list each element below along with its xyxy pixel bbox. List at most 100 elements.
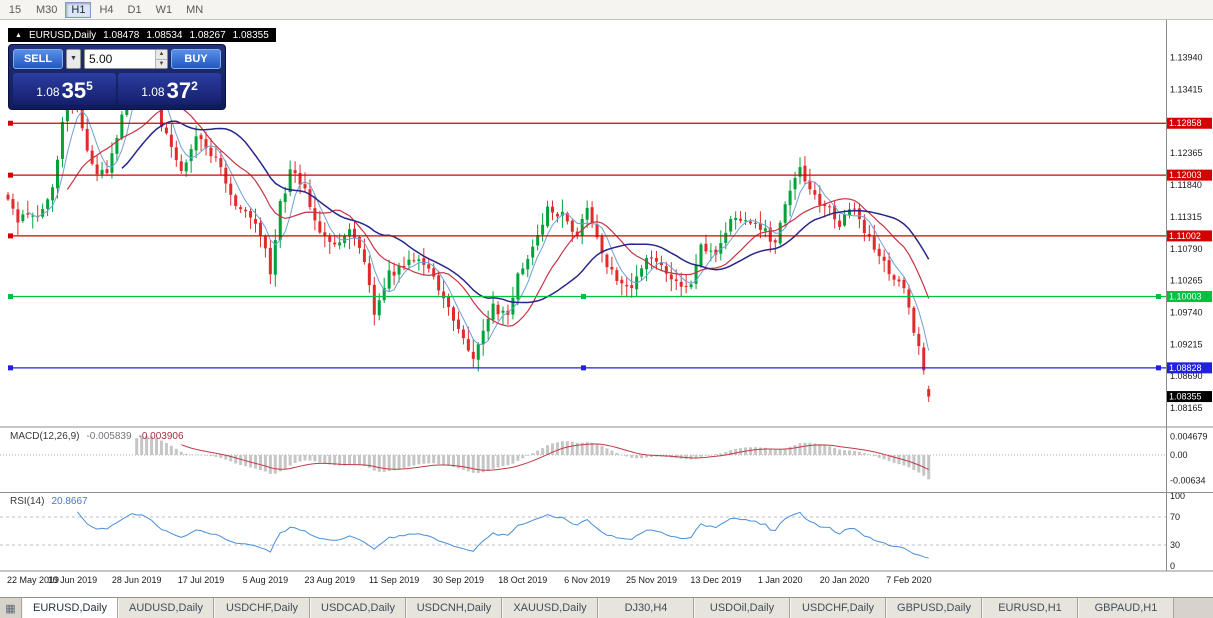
timeframe-button-mn[interactable]: MN <box>180 1 210 18</box>
timeframe-button-h1[interactable]: H1 <box>65 1 92 18</box>
sell-price-big: 35 <box>61 78 87 103</box>
panel-separators <box>0 20 1213 572</box>
volume-increase-button[interactable]: ▲ <box>156 50 167 60</box>
buy-price-big: 37 <box>166 78 192 103</box>
sell-price-sup: 5 <box>86 79 93 93</box>
svg-text:1.08165: 1.08165 <box>1170 403 1203 413</box>
timeframe-button-h4[interactable]: H4 <box>93 1 120 18</box>
svg-text:1.11840: 1.11840 <box>1170 180 1202 190</box>
svg-text:28 Jun 2019: 28 Jun 2019 <box>112 575 162 585</box>
sell-price-display[interactable]: 1.08 35 5 <box>13 73 116 105</box>
rsi-indicator-label: RSI(14) 20.8667 <box>10 496 88 507</box>
ohlc-low: 1.08267 <box>189 29 226 41</box>
ohlc-high: 1.08534 <box>146 29 183 41</box>
ohlc-close: 1.08355 <box>232 29 269 41</box>
svg-text:1.09740: 1.09740 <box>1170 307 1203 317</box>
charts-list-icon[interactable]: ▦ <box>0 598 22 618</box>
macd-panel: 0.004679 0.00 -0.00634 <box>0 431 1208 485</box>
chart-window[interactable]: 1.139401.134151.128901.123651.118401.113… <box>0 20 1213 597</box>
rsi-value: 20.8667 <box>51 496 88 507</box>
svg-text:25 Nov 2019: 25 Nov 2019 <box>626 575 677 585</box>
rsi-panel: 100 70 30 0 <box>0 491 1185 571</box>
svg-text:1.09215: 1.09215 <box>1170 339 1203 349</box>
svg-text:1.10790: 1.10790 <box>1170 244 1203 254</box>
chart-tab-gbpaud-h1[interactable]: GBPAUD,H1 <box>1078 598 1174 618</box>
timeframe-button-15[interactable]: 15 <box>2 1 28 18</box>
svg-text:20 Jan 2020: 20 Jan 2020 <box>820 575 870 585</box>
volume-decrease-button[interactable]: ▼ <box>156 59 167 68</box>
moving-averages-layer <box>27 70 930 351</box>
svg-text:-0.00634: -0.00634 <box>1170 475 1206 485</box>
svg-text:1.12858: 1.12858 <box>1169 118 1202 128</box>
macd-signal-value: -0.003906 <box>138 431 184 442</box>
svg-text:6 Nov 2019: 6 Nov 2019 <box>564 575 610 585</box>
timeframe-button-m30[interactable]: M30 <box>30 1 64 18</box>
svg-text:0: 0 <box>1170 561 1175 571</box>
svg-text:70: 70 <box>1170 512 1180 522</box>
sell-price-prefix: 1.08 <box>36 85 60 99</box>
rsi-name: RSI(14) <box>10 496 45 507</box>
buy-price-display[interactable]: 1.08 37 2 <box>118 73 221 105</box>
svg-text:1.08690: 1.08690 <box>1170 371 1203 381</box>
svg-text:23 Aug 2019: 23 Aug 2019 <box>304 575 355 585</box>
volume-dropdown-button[interactable]: ▼ <box>66 49 81 69</box>
svg-text:1.08828: 1.08828 <box>1169 363 1202 373</box>
svg-text:1.10003: 1.10003 <box>1169 292 1202 302</box>
svg-text:1.10265: 1.10265 <box>1170 276 1203 286</box>
svg-text:7 Feb 2020: 7 Feb 2020 <box>886 575 932 585</box>
ohlc-open: 1.08478 <box>103 29 140 41</box>
timeframe-button-d1[interactable]: D1 <box>121 1 148 18</box>
chart-tab-eurusd-daily[interactable]: EURUSD,Daily <box>22 598 118 618</box>
macd-name: MACD(12,26,9) <box>10 431 80 442</box>
chart-tab-usdchf-daily[interactable]: USDCHF,Daily <box>214 598 310 618</box>
chart-tab-usdoil-daily[interactable]: USDOil,Daily <box>694 598 790 618</box>
buy-price-prefix: 1.08 <box>141 85 165 99</box>
chart-tab-usdcnh-daily[interactable]: USDCNH,Daily <box>406 598 502 618</box>
chart-symbol-label: EURUSD,Daily <box>28 29 97 41</box>
chart-tab-gbpusd-daily[interactable]: GBPUSD,Daily <box>886 598 982 618</box>
svg-text:13 Dec 2019: 13 Dec 2019 <box>690 575 741 585</box>
buy-price-sup: 2 <box>191 79 198 93</box>
chart-tab-audusd-daily[interactable]: AUDUSD,Daily <box>118 598 214 618</box>
chart-tab-eurusd-h1[interactable]: EURUSD,H1 <box>982 598 1078 618</box>
svg-text:1.13940: 1.13940 <box>1170 53 1203 63</box>
hlines-layer[interactable]: 1.12858 1.12003 1.11002 1.10003 1.08828 <box>8 117 1212 374</box>
svg-text:5 Aug 2019: 5 Aug 2019 <box>243 575 289 585</box>
svg-text:10 Jun 2019: 10 Jun 2019 <box>48 575 98 585</box>
current-price-tag: 1.08355 <box>1167 391 1212 403</box>
svg-text:30 Sep 2019: 30 Sep 2019 <box>433 575 484 585</box>
svg-text:22 May 2019: 22 May 2019 <box>7 575 59 585</box>
svg-text:1.11315: 1.11315 <box>1170 212 1202 222</box>
chart-tabs-bar: ▦ EURUSD,Daily AUDUSD,Daily USDCHF,Daily US… <box>0 597 1213 618</box>
chart-title-bar: ▲ EURUSD,Daily 1.08478 1.08534 1.08267 1… <box>8 28 276 42</box>
volume-input[interactable] <box>85 50 155 68</box>
chart-canvas[interactable]: 1.139401.134151.128901.123651.118401.113… <box>0 20 1213 597</box>
buy-button[interactable]: BUY <box>171 49 221 69</box>
svg-text:0.00: 0.00 <box>1170 450 1188 460</box>
chart-tab-xauusd-daily[interactable]: XAUUSD,Daily <box>502 598 598 618</box>
sell-button[interactable]: SELL <box>13 49 63 69</box>
volume-box: ▲ ▼ <box>84 49 168 69</box>
svg-text:17 Jul 2019: 17 Jul 2019 <box>178 575 225 585</box>
svg-text:11 Sep 2019: 11 Sep 2019 <box>369 575 419 585</box>
chart-tab-usdchf-daily[interactable]: USDCHF,Daily <box>790 598 886 618</box>
volume-steppers: ▲ ▼ <box>155 50 167 68</box>
timeframe-button-w1[interactable]: W1 <box>149 1 179 18</box>
svg-text:1.12365: 1.12365 <box>1170 148 1203 158</box>
svg-text:1.11002: 1.11002 <box>1169 231 1201 241</box>
chart-tab-usdcad-daily[interactable]: USDCAD,Daily <box>310 598 406 618</box>
timeframe-toolbar: 15 M30 H1 H4 D1 W1 MN <box>0 0 1213 20</box>
macd-indicator-label: MACD(12,26,9) -0.005839 -0.003906 <box>10 431 184 442</box>
chart-tab-dj30-h4[interactable]: DJ30,H4 <box>598 598 694 618</box>
macd-main-value: -0.005839 <box>86 431 132 442</box>
svg-text:1 Jan 2020: 1 Jan 2020 <box>758 575 803 585</box>
svg-text:100: 100 <box>1170 491 1185 501</box>
svg-text:1.08355: 1.08355 <box>1169 392 1202 402</box>
chart-tabs: EURUSD,Daily AUDUSD,Daily USDCHF,Daily USDC… <box>22 598 1174 618</box>
svg-text:18 Oct 2019: 18 Oct 2019 <box>498 575 547 585</box>
svg-text:0.004679: 0.004679 <box>1170 431 1208 441</box>
svg-text:30: 30 <box>1170 540 1180 550</box>
collapse-arrow-icon[interactable]: ▲ <box>15 31 22 39</box>
svg-text:1.12003: 1.12003 <box>1169 170 1202 180</box>
